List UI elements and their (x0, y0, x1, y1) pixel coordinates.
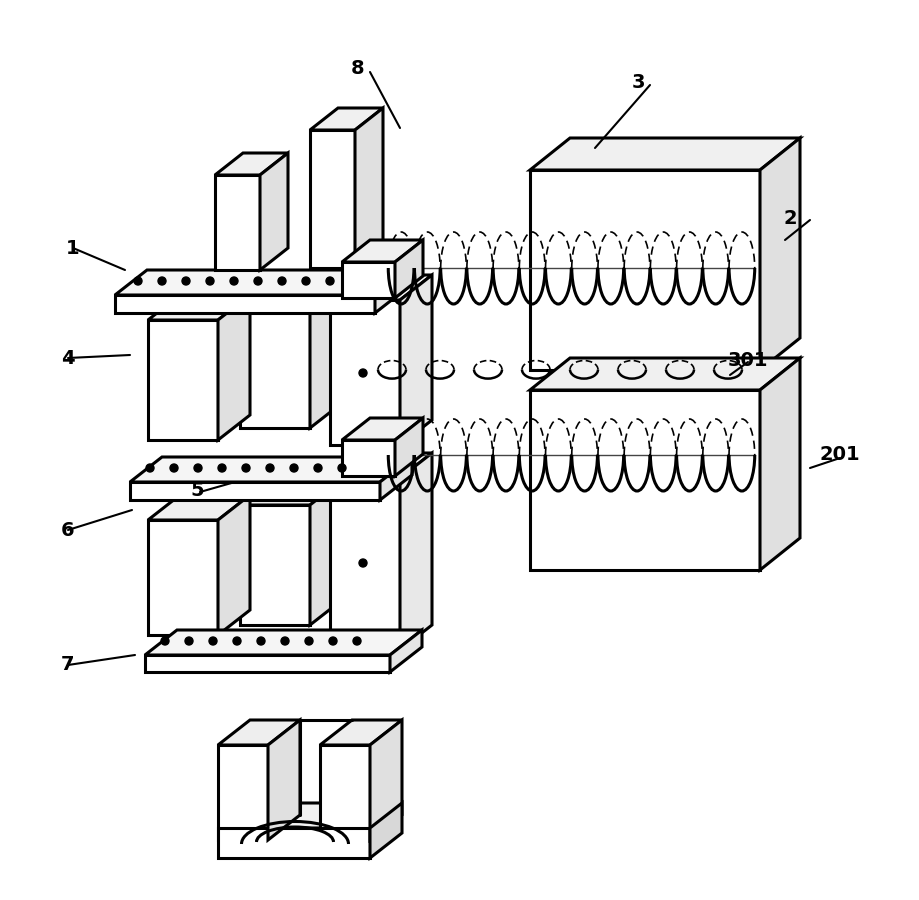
Text: 1: 1 (66, 238, 80, 257)
Polygon shape (760, 358, 800, 570)
Polygon shape (530, 170, 760, 370)
Circle shape (359, 559, 367, 567)
Circle shape (209, 637, 217, 645)
Polygon shape (390, 630, 422, 672)
Circle shape (326, 277, 334, 285)
Polygon shape (760, 138, 800, 370)
Circle shape (161, 637, 169, 645)
Circle shape (314, 464, 322, 472)
Circle shape (329, 637, 337, 645)
Text: 3: 3 (631, 73, 645, 92)
Text: 7: 7 (62, 655, 74, 674)
Circle shape (278, 277, 286, 285)
Polygon shape (240, 305, 310, 428)
Polygon shape (370, 720, 402, 840)
Circle shape (305, 637, 313, 645)
Polygon shape (218, 745, 268, 840)
Polygon shape (310, 108, 383, 130)
Circle shape (257, 637, 265, 645)
Text: 4: 4 (62, 348, 74, 367)
Polygon shape (342, 262, 395, 298)
Polygon shape (330, 300, 400, 445)
Polygon shape (148, 520, 218, 635)
Polygon shape (342, 440, 395, 476)
Polygon shape (530, 138, 800, 170)
Polygon shape (355, 108, 383, 268)
Polygon shape (115, 270, 407, 295)
Polygon shape (218, 803, 402, 828)
Polygon shape (400, 453, 432, 650)
Polygon shape (310, 480, 342, 625)
Circle shape (230, 277, 238, 285)
Circle shape (218, 464, 226, 472)
Polygon shape (215, 175, 260, 270)
Polygon shape (130, 482, 380, 500)
Circle shape (194, 464, 202, 472)
Polygon shape (380, 457, 412, 500)
Circle shape (146, 464, 154, 472)
Polygon shape (130, 457, 412, 482)
Polygon shape (400, 275, 432, 445)
Polygon shape (268, 720, 300, 840)
Polygon shape (370, 803, 402, 858)
Polygon shape (330, 478, 400, 650)
Polygon shape (215, 153, 288, 175)
Polygon shape (395, 418, 423, 476)
Circle shape (170, 464, 178, 472)
Circle shape (182, 277, 190, 285)
Polygon shape (218, 495, 250, 635)
Circle shape (359, 369, 367, 377)
Text: 8: 8 (351, 58, 365, 77)
Circle shape (254, 277, 262, 285)
Polygon shape (310, 280, 342, 428)
Circle shape (281, 637, 289, 645)
Circle shape (134, 277, 142, 285)
Polygon shape (310, 130, 355, 268)
Polygon shape (330, 275, 432, 300)
Circle shape (353, 637, 361, 645)
Polygon shape (218, 720, 300, 745)
Polygon shape (330, 453, 432, 478)
Circle shape (233, 637, 241, 645)
Polygon shape (320, 720, 402, 745)
Polygon shape (218, 828, 370, 858)
Text: 301: 301 (728, 350, 768, 370)
Polygon shape (395, 240, 423, 298)
Text: 201: 201 (820, 446, 860, 464)
Circle shape (302, 277, 310, 285)
Circle shape (158, 277, 166, 285)
Polygon shape (342, 418, 423, 440)
Circle shape (206, 277, 214, 285)
Polygon shape (148, 320, 218, 440)
Polygon shape (530, 358, 800, 390)
Polygon shape (240, 505, 310, 625)
Polygon shape (342, 240, 423, 262)
Polygon shape (145, 655, 390, 672)
Polygon shape (218, 295, 250, 440)
Text: 2: 2 (783, 209, 797, 228)
Circle shape (338, 464, 346, 472)
Polygon shape (115, 295, 375, 313)
Circle shape (266, 464, 274, 472)
Circle shape (242, 464, 250, 472)
Polygon shape (148, 295, 250, 320)
Polygon shape (240, 280, 342, 305)
Polygon shape (260, 153, 288, 270)
Circle shape (290, 464, 298, 472)
Text: 6: 6 (62, 520, 74, 539)
Polygon shape (145, 630, 422, 655)
Polygon shape (530, 390, 760, 570)
Polygon shape (148, 495, 250, 520)
Text: 5: 5 (190, 481, 204, 500)
Polygon shape (240, 480, 342, 505)
Polygon shape (375, 270, 407, 313)
Polygon shape (320, 745, 370, 840)
Circle shape (185, 637, 193, 645)
